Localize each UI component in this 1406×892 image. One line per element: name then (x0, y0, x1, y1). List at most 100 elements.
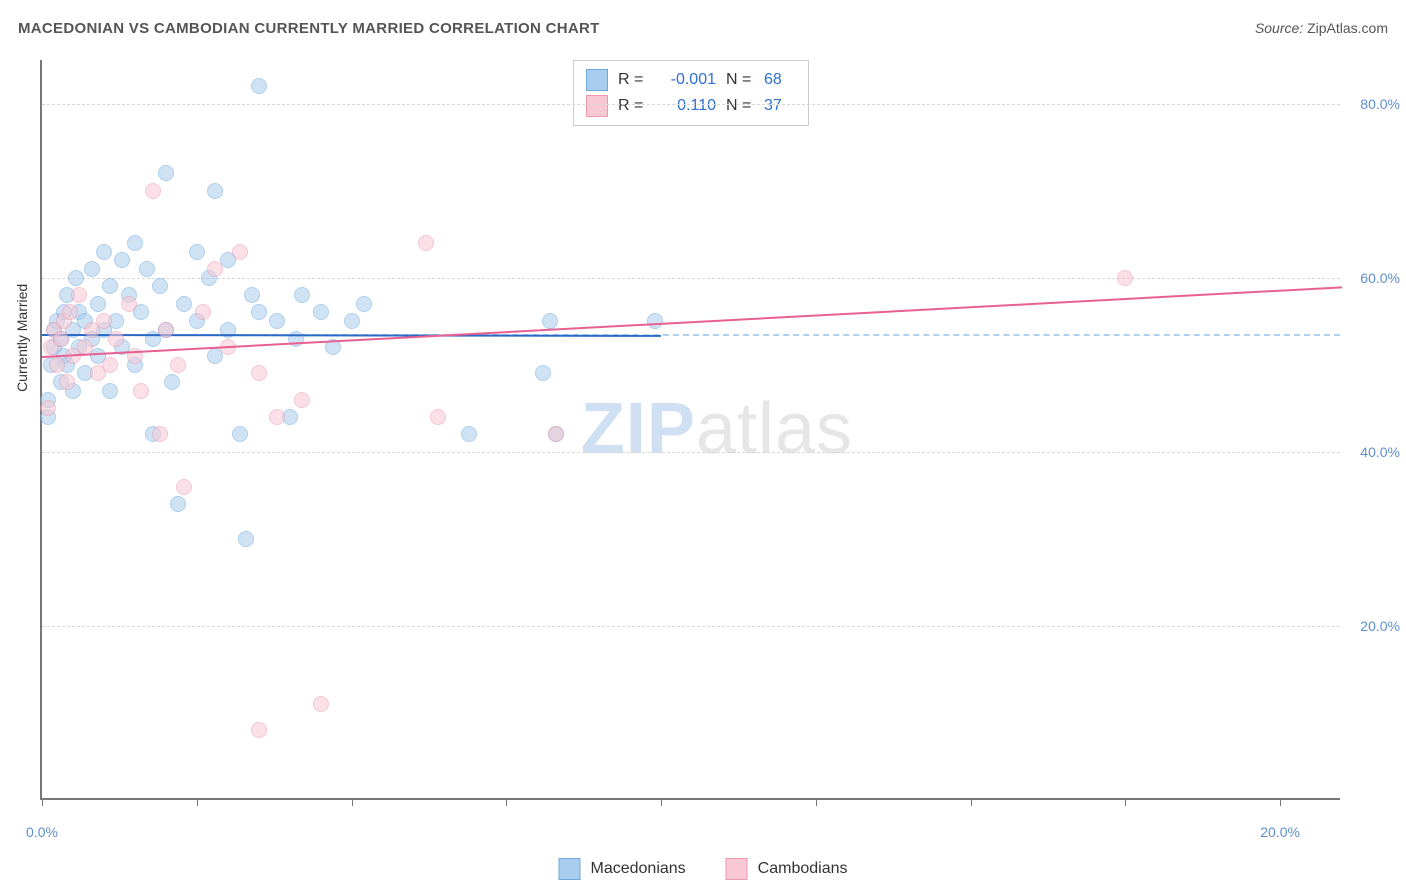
data-point (542, 313, 558, 329)
r-label: R = (618, 67, 646, 93)
data-point (102, 383, 118, 399)
legend-label: Cambodians (758, 860, 848, 878)
data-point (152, 426, 168, 442)
watermark-zip: ZIP (581, 389, 696, 469)
data-point (189, 244, 205, 260)
bottom-legend: Macedonians Cambodians (559, 858, 848, 880)
stats-legend: R = -0.001 N = 68 R = 0.110 N = 37 (573, 60, 809, 126)
data-point (170, 496, 186, 512)
stats-row: R = 0.110 N = 37 (586, 93, 796, 119)
data-point (164, 374, 180, 390)
gridline-h (42, 278, 1340, 279)
x-tick (197, 798, 198, 806)
n-value-pink: 37 (764, 93, 796, 119)
n-value-blue: 68 (764, 67, 796, 93)
data-point (158, 322, 174, 338)
data-point (269, 409, 285, 425)
data-point (139, 261, 155, 277)
data-point (418, 235, 434, 251)
source-value: ZipAtlas.com (1307, 20, 1388, 36)
y-tick-label: 20.0% (1360, 618, 1400, 634)
legend-swatch-pink (586, 95, 608, 117)
data-point (251, 365, 267, 381)
legend-label: Macedonians (591, 860, 686, 878)
trend-line (42, 334, 661, 337)
x-tick (1280, 798, 1281, 806)
watermark-atlas: atlas (696, 389, 853, 469)
y-tick-label: 60.0% (1360, 270, 1400, 286)
data-point (356, 296, 372, 312)
data-point (344, 313, 360, 329)
data-point (647, 313, 663, 329)
plot-area: ZIPatlas R = -0.001 N = 68 R = 0.110 N =… (40, 60, 1340, 800)
x-tick (42, 798, 43, 806)
data-point (158, 165, 174, 181)
x-tick (971, 798, 972, 806)
n-label: N = (726, 93, 754, 119)
x-tick (506, 798, 507, 806)
data-point (90, 296, 106, 312)
data-point (96, 244, 112, 260)
data-point (121, 296, 137, 312)
data-point (49, 357, 65, 373)
source-label: Source: (1255, 20, 1307, 36)
data-point (133, 383, 149, 399)
data-point (232, 244, 248, 260)
x-tick-label: 20.0% (1260, 824, 1300, 840)
n-label: N = (726, 67, 754, 93)
data-point (102, 357, 118, 373)
data-point (294, 392, 310, 408)
data-point (548, 426, 564, 442)
data-point (170, 357, 186, 373)
data-point (108, 331, 124, 347)
y-axis-title: Currently Married (14, 284, 30, 392)
data-point (127, 235, 143, 251)
data-point (152, 278, 168, 294)
data-point (176, 296, 192, 312)
r-value-blue: -0.001 (656, 67, 716, 93)
x-tick (1125, 798, 1126, 806)
legend-item: Cambodians (726, 858, 848, 880)
data-point (102, 278, 118, 294)
r-label: R = (618, 93, 646, 119)
data-point (238, 531, 254, 547)
data-point (59, 374, 75, 390)
legend-swatch-pink (726, 858, 748, 880)
data-point (176, 479, 192, 495)
data-point (232, 426, 248, 442)
data-point (461, 426, 477, 442)
gridline-h (42, 452, 1340, 453)
data-point (96, 313, 112, 329)
x-tick (352, 798, 353, 806)
y-tick-label: 80.0% (1360, 96, 1400, 112)
data-point (294, 287, 310, 303)
trend-line (42, 286, 1342, 358)
data-point (114, 252, 130, 268)
gridline-h (42, 626, 1340, 627)
source-attribution: Source: ZipAtlas.com (1255, 20, 1388, 36)
r-value-pink: 0.110 (656, 93, 716, 119)
data-point (269, 313, 285, 329)
legend-swatch-blue (586, 69, 608, 91)
data-point (53, 331, 69, 347)
data-point (40, 400, 56, 416)
x-tick (661, 798, 662, 806)
data-point (251, 722, 267, 738)
y-tick-label: 40.0% (1360, 444, 1400, 460)
data-point (68, 270, 84, 286)
data-point (251, 304, 267, 320)
x-tick (816, 798, 817, 806)
data-point (313, 696, 329, 712)
data-point (195, 304, 211, 320)
data-point (1117, 270, 1133, 286)
gridline-h (42, 104, 1340, 105)
legend-item: Macedonians (559, 858, 686, 880)
chart-title: MACEDONIAN VS CAMBODIAN CURRENTLY MARRIE… (18, 20, 600, 37)
data-point (145, 183, 161, 199)
x-tick-label: 0.0% (26, 824, 58, 840)
legend-swatch-blue (559, 858, 581, 880)
data-point (244, 287, 260, 303)
data-point (62, 304, 78, 320)
data-point (535, 365, 551, 381)
data-point (313, 304, 329, 320)
